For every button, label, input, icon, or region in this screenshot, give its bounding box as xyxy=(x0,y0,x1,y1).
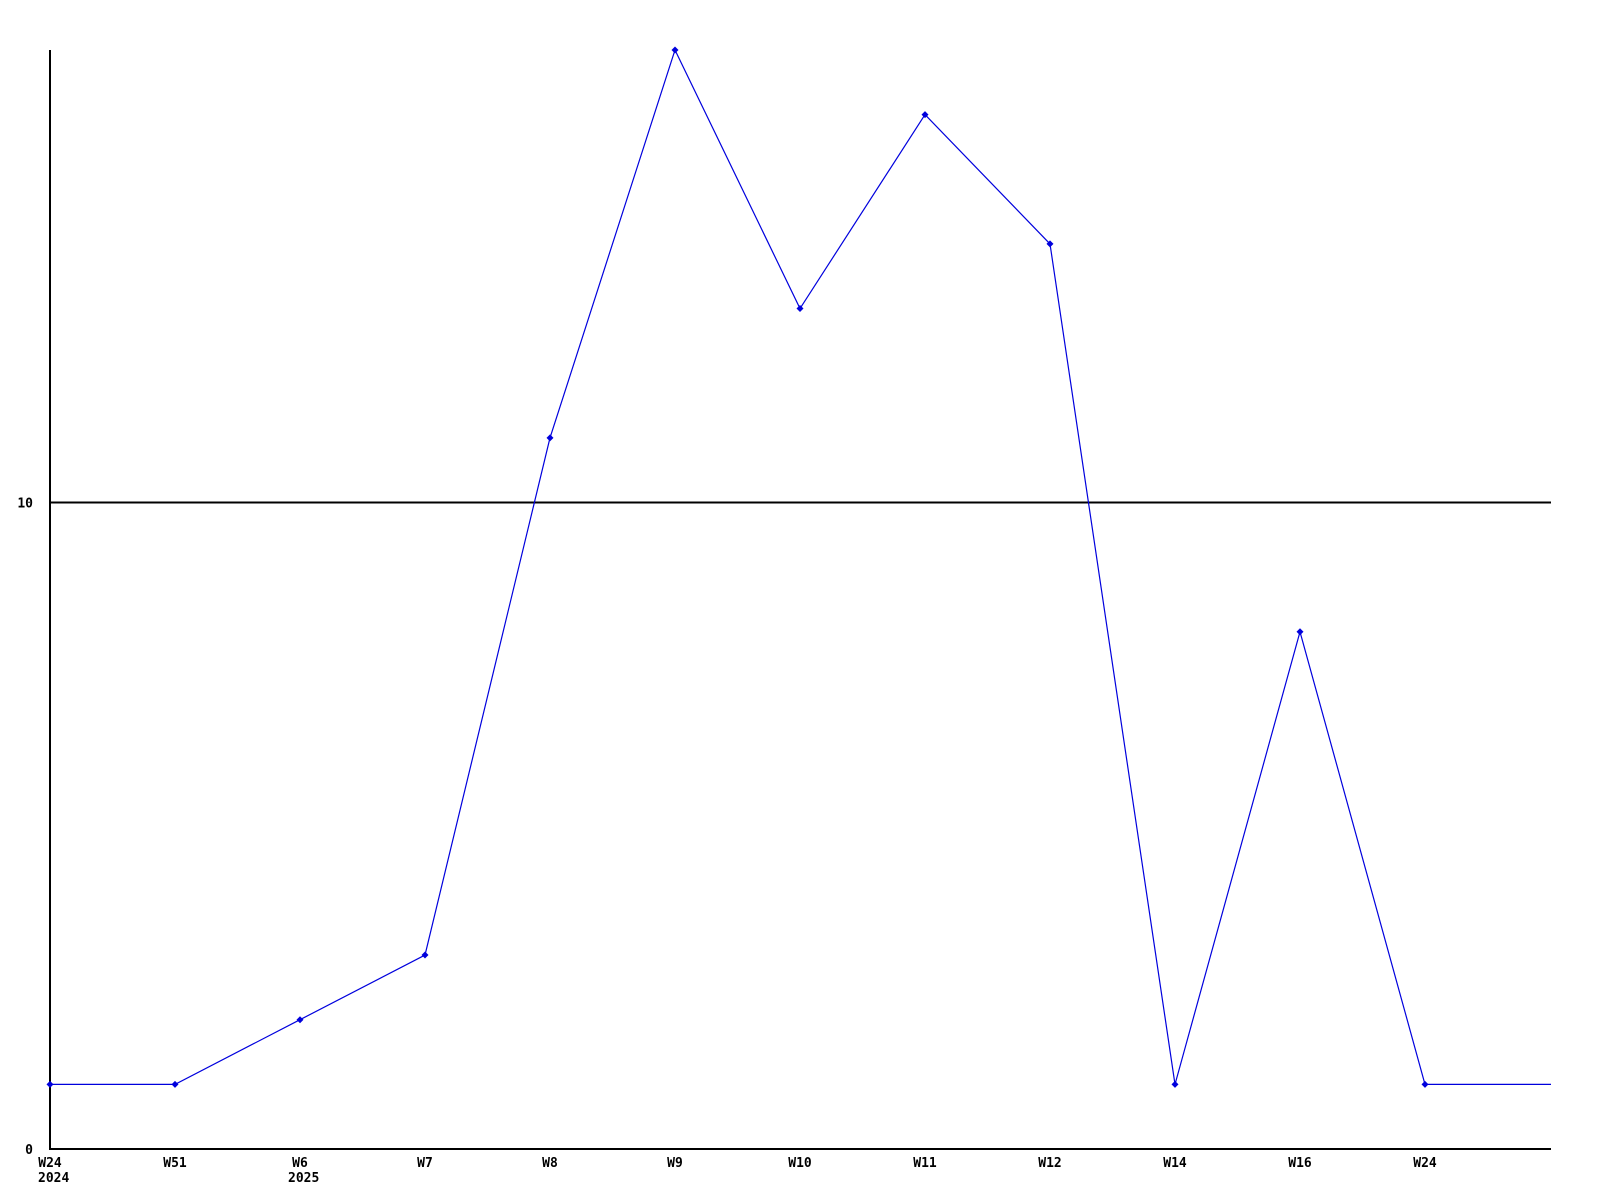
y-tick-label-0: 0 xyxy=(25,1143,33,1158)
data-point-marker xyxy=(796,305,804,313)
data-point-marker xyxy=(171,1080,179,1088)
x-tick-label-w10-6: W10 xyxy=(788,1156,812,1171)
x-tick-label-w9-5: W9 xyxy=(667,1156,683,1171)
data-point-marker xyxy=(921,111,929,119)
data-point-marker xyxy=(1171,1080,1179,1088)
data-point-marker xyxy=(1421,1080,1429,1088)
data-point-marker xyxy=(46,1080,54,1088)
x-tick-label-w51-1: W51 xyxy=(163,1156,187,1171)
x-tick-label-w14-9: W14 xyxy=(1163,1156,1187,1171)
data-point-marker xyxy=(546,434,554,442)
y-tick-label-10: 10 xyxy=(17,497,33,512)
data-point-marker xyxy=(1046,240,1054,248)
x-tick-label-w8-4: W8 xyxy=(542,1156,558,1171)
data-point-marker xyxy=(421,951,429,959)
x-tick-label-w6-2: W6 xyxy=(292,1156,308,1171)
data-point-marker xyxy=(1296,628,1304,636)
data-line xyxy=(50,48,1551,1085)
x-year-label-2024: 2024 xyxy=(38,1171,69,1186)
x-year-label-2025: 2025 xyxy=(288,1171,319,1186)
x-tick-label-w7-3: W7 xyxy=(417,1156,433,1171)
data-point-marker xyxy=(671,46,679,54)
x-tick-label-w16-10: W16 xyxy=(1288,1156,1312,1171)
data-point-marker xyxy=(296,1016,304,1024)
x-tick-label-w11-7: W11 xyxy=(913,1156,937,1171)
x-tick-label-w24-11: W24 xyxy=(1413,1156,1437,1171)
x-tick-label-w12-8: W12 xyxy=(1038,1156,1061,1171)
x-tick-label-w24-0: W24 xyxy=(38,1156,62,1171)
